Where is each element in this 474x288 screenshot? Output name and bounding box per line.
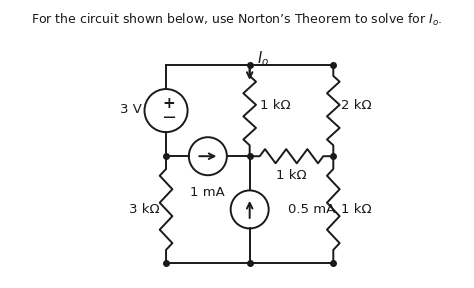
Text: 3 kΩ: 3 kΩ [129,203,160,216]
Text: 0.5 mA: 0.5 mA [288,203,335,216]
Text: 1 mA: 1 mA [191,186,225,200]
Text: $I_o$: $I_o$ [257,49,269,68]
Text: For the circuit shown below, use Norton’s Theorem to solve for $I_o$.: For the circuit shown below, use Norton’… [31,12,443,28]
Text: 1 kΩ: 1 kΩ [276,169,307,182]
Text: −: − [162,109,177,127]
Text: +: + [163,96,175,111]
Text: 1 kΩ: 1 kΩ [341,203,372,216]
Text: 3 V: 3 V [119,103,142,116]
Text: 2 kΩ: 2 kΩ [341,99,372,112]
Text: 1 kΩ: 1 kΩ [260,99,291,112]
